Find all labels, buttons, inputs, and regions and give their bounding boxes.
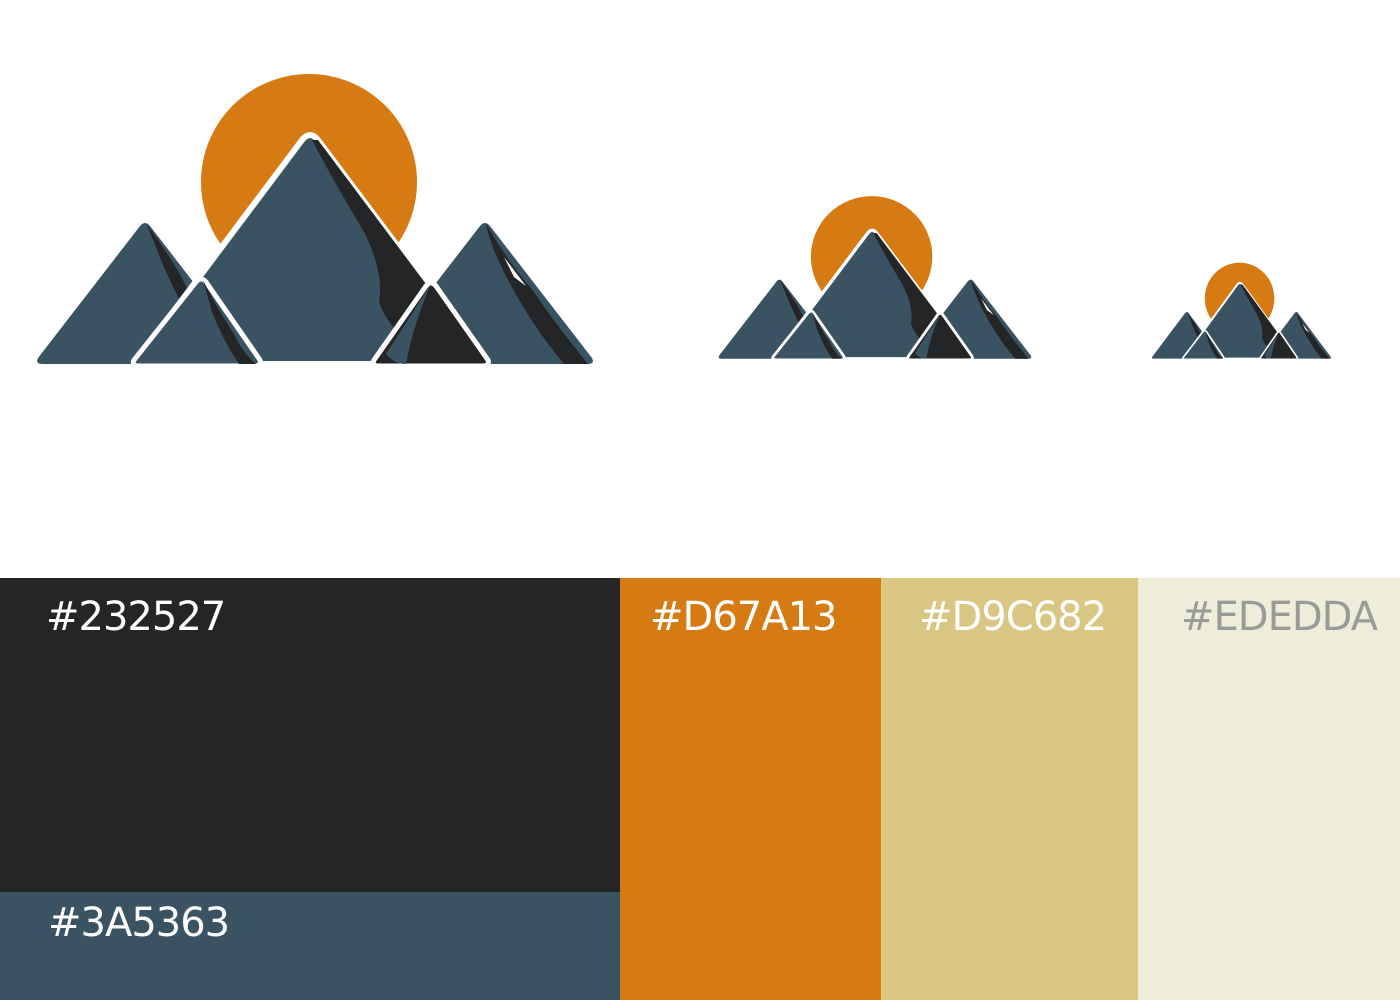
swatch-hex-label: #3A5363 — [48, 900, 230, 946]
logo-showcase — [0, 0, 1332, 578]
swatch-sand: #D9C682 — [881, 578, 1138, 1000]
mountain-sun-logo-icon — [1151, 262, 1332, 360]
swatch-hex-label: #EDEDDA — [1181, 594, 1378, 640]
swatch-slate: #3A5363 — [0, 892, 620, 1000]
mountain-sun-logo-small — [1151, 262, 1332, 360]
swatch-hex-label: #232527 — [46, 594, 226, 640]
swatch-hex-label: #D9C682 — [919, 594, 1107, 640]
mountain-sun-logo-icon — [34, 72, 596, 368]
swatch-hex-label: #D67A13 — [650, 594, 837, 640]
swatch-cream: #EDEDDA — [1138, 578, 1400, 1000]
swatch-orange: #D67A13 — [620, 578, 881, 1000]
swatch-dark: #232527 — [0, 578, 620, 892]
mountain-sun-logo-medium — [717, 195, 1033, 361]
mountain-sun-logo-icon — [717, 195, 1033, 361]
mountain-sun-logo-large — [34, 72, 596, 368]
color-palette: #232527 #3A5363 #D67A13 #D9C682 #EDEDDA — [0, 578, 1400, 1000]
